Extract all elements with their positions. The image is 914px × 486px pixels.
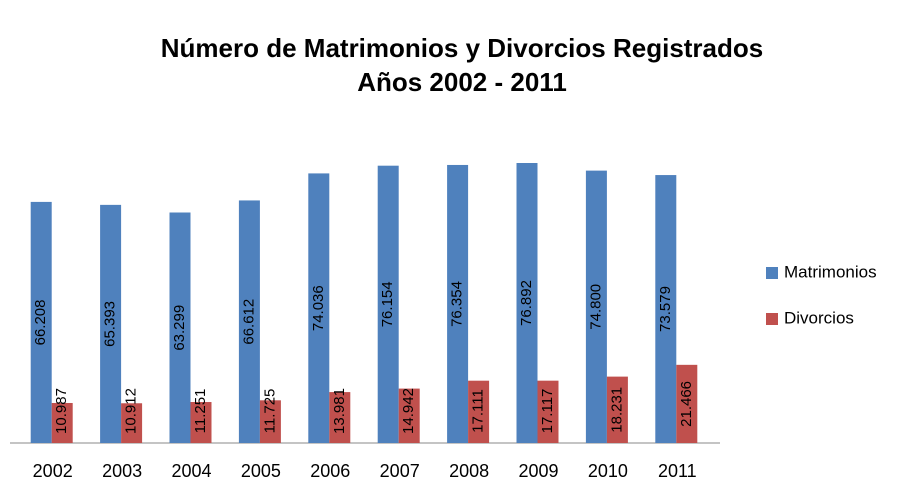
- data-label: 73.579: [657, 286, 674, 332]
- bar: [121, 403, 143, 443]
- data-label: 21.466: [678, 381, 695, 427]
- data-label: 76.354: [449, 281, 466, 327]
- data-label: 76.154: [379, 281, 396, 327]
- data-label: 17.117: [539, 389, 556, 434]
- data-label: 66.612: [240, 299, 257, 345]
- x-tick-label: 2005: [241, 461, 281, 481]
- x-tick-label: 2002: [33, 461, 73, 481]
- data-label: 14.942: [400, 388, 417, 434]
- bar: [238, 200, 260, 443]
- legend-swatch: [766, 313, 778, 325]
- legend-label: Matrimonios: [784, 262, 877, 281]
- bar: [169, 212, 191, 443]
- x-tick-label: 2007: [380, 461, 420, 481]
- data-label: 63.299: [171, 305, 188, 351]
- bar: [308, 173, 330, 444]
- bar: [676, 364, 698, 443]
- x-tick-label: 2003: [102, 461, 142, 481]
- bar: [398, 388, 420, 443]
- bar: [537, 380, 559, 443]
- bar: [606, 376, 628, 443]
- data-label: 10.987: [53, 388, 70, 434]
- bar: [100, 204, 122, 443]
- bar: [329, 392, 351, 443]
- bar: [30, 201, 52, 443]
- x-tick-label: 2008: [449, 461, 489, 481]
- bar: [585, 170, 607, 443]
- data-label: 76.892: [518, 280, 535, 326]
- data-label: 74.800: [587, 284, 604, 330]
- bar: [655, 175, 677, 443]
- legend-swatch: [766, 267, 778, 279]
- bar: [190, 402, 212, 443]
- data-label: 13.981: [331, 388, 348, 434]
- legend-label: Divorcios: [784, 308, 854, 327]
- bar: [377, 165, 399, 443]
- data-label: 65.393: [102, 301, 119, 347]
- bar: [468, 380, 490, 443]
- data-label: 11.725: [261, 389, 278, 434]
- x-tick-label: 2010: [588, 461, 628, 481]
- x-tick-label: 2009: [518, 461, 558, 481]
- chart-subtitle: Años 2002 - 2011: [357, 67, 567, 97]
- bar: [259, 400, 281, 443]
- data-label: 10.912: [123, 388, 140, 434]
- bar: [51, 402, 73, 443]
- data-label: 74.036: [310, 285, 327, 331]
- data-label: 11.251: [192, 389, 209, 434]
- x-tick-label: 2006: [310, 461, 350, 481]
- data-label: 66.208: [32, 300, 49, 346]
- x-tick-label: 2011: [658, 461, 697, 481]
- chart-title: Número de Matrimonios y Divorcios Regist…: [161, 33, 763, 63]
- data-label: 17.111: [470, 389, 487, 433]
- bar: [447, 164, 469, 443]
- bar: [516, 163, 538, 443]
- x-tick-label: 2004: [171, 461, 211, 481]
- data-label: 18.231: [608, 387, 625, 433]
